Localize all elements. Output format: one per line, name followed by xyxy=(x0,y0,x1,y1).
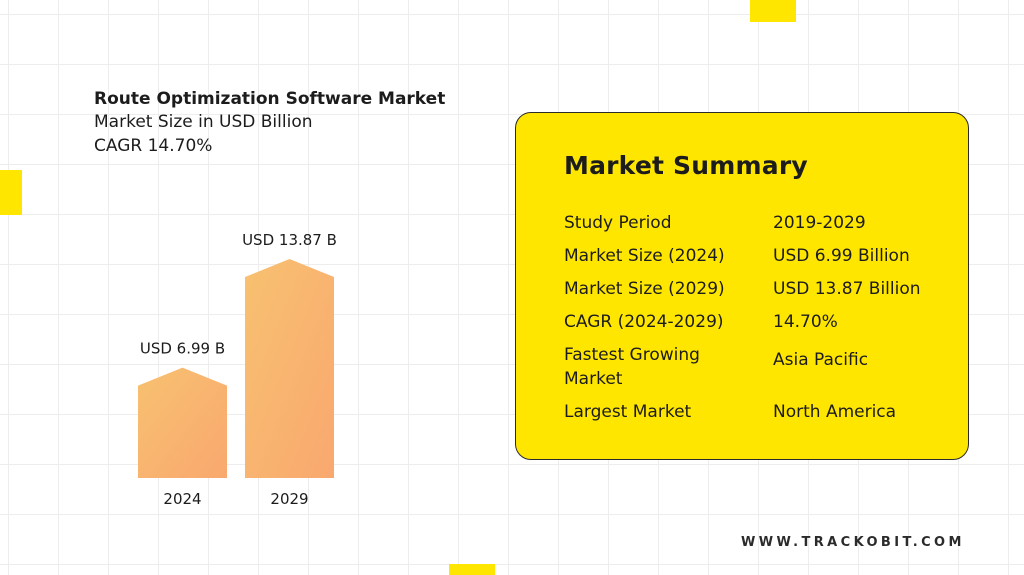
summary-value: USD 13.87 Billion xyxy=(773,279,921,299)
summary-key: Market Size (2029) xyxy=(564,279,725,299)
accent-block-bottom xyxy=(449,564,495,575)
category-label-2029: 2029 xyxy=(270,490,308,508)
accent-block-left xyxy=(0,170,22,215)
summary-value: 2019-2029 xyxy=(773,213,866,233)
website-url: WWW.TRACKOBIT.COM xyxy=(741,535,965,550)
summary-key: Study Period xyxy=(564,213,672,233)
summary-value: Asia Pacific xyxy=(773,350,869,370)
chart-subtitle: Market Size in USD Billion xyxy=(94,112,313,132)
accent-block-top xyxy=(750,0,796,22)
summary-key: Market Size (2024) xyxy=(564,246,725,266)
bar-2029 xyxy=(245,259,334,478)
bar-2024 xyxy=(138,367,227,478)
data-label-2024: USD 6.99 B xyxy=(140,340,225,358)
summary-heading: Market Summary xyxy=(564,151,808,180)
summary-value: USD 6.99 Billion xyxy=(773,246,910,266)
chart-header: Route Optimization Software Market Marke… xyxy=(94,88,445,158)
chart-title: Route Optimization Software Market xyxy=(94,89,446,109)
market-summary-card: Market Summary Study Period 2019-2029 Ma… xyxy=(515,112,969,460)
summary-key: CAGR (2024-2029) xyxy=(564,312,724,332)
bar-chart: USD 6.99 B 2024 USD 13.87 B 2029 xyxy=(138,231,337,508)
data-label-2029: USD 13.87 B xyxy=(242,231,337,249)
chart-cagr: CAGR 14.70% xyxy=(94,136,213,156)
summary-key: Fastest Growing Market xyxy=(564,345,700,389)
category-label-2024: 2024 xyxy=(163,490,201,508)
summary-value: 14.70% xyxy=(773,312,838,332)
summary-value: North America xyxy=(773,402,897,422)
summary-key: Largest Market xyxy=(564,402,692,422)
